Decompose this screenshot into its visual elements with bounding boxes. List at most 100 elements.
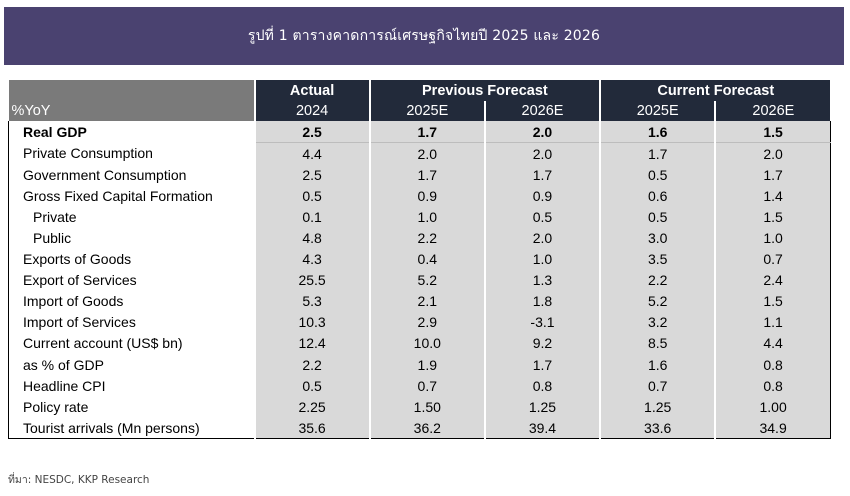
value-cell: 1.6 [599,354,716,376]
value-cell: 0.5 [599,164,716,186]
value-cell: 2.5 [253,164,370,186]
row-label: Policy rate [8,396,255,418]
row-label: Real GDP [8,121,255,143]
value-cell: 0.9 [483,185,601,207]
table-row: Policy rate 2.25 1.50 1.25 1.25 1.00 [8,396,831,418]
value-cell: 0.4 [368,248,485,270]
value-cell: 1.7 [483,354,601,376]
value-cell: 2.2 [253,354,370,376]
row-label: Private [8,206,255,228]
figure-title-banner: รูปที่ 1 ตารางคาดการณ์เศรษฐกิจไทยปี 2025… [4,7,844,65]
table-row: Private Consumption 4.4 2.0 2.0 1.7 2.0 [8,142,831,165]
value-cell: 2.0 [483,121,601,144]
figure-title: รูปที่ 1 ตารางคาดการณ์เศรษฐกิจไทยปี 2025… [247,28,601,44]
value-cell: 0.8 [483,375,601,397]
year-header: 2025E [368,101,485,121]
value-cell: 39.4 [483,417,601,440]
year-header: 2025E [599,101,716,121]
corner-cell [8,80,255,101]
year-header-row: %YoY 2024 2025E 2026E 2025E 2026E [8,101,831,121]
value-cell: 5.2 [599,290,716,312]
table-body: Real GDP 2.5 1.7 2.0 1.6 1.5 Private Consumpti… [8,121,831,440]
row-label: Government Consumption [8,164,255,186]
forecast-table: Actual Previous Forecast Current Forecas… [8,80,831,440]
value-cell: 2.25 [253,396,370,418]
value-cell: 4.4 [253,142,370,165]
value-cell: 3.5 [599,248,716,270]
value-cell: 4.3 [253,248,370,270]
table-row: Gross Fixed Capital Formation 0.5 0.9 0.9 0.… [8,185,831,207]
value-cell: 4.8 [253,227,370,249]
value-cell: 1.5 [714,290,831,312]
value-cell: 0.7 [599,375,716,397]
table-row: Public 4.8 2.2 2.0 3.0 1.0 [8,227,831,249]
year-header: 2024 [253,101,370,121]
value-cell: 9.2 [483,332,601,355]
value-cell: 1.25 [483,396,601,418]
table-row: Private 0.1 1.0 0.5 0.5 1.5 [8,206,831,228]
row-label: Gross Fixed Capital Formation [8,185,255,207]
value-cell: 2.5 [253,121,370,144]
value-cell: 2.0 [368,142,485,165]
row-label: Import of Goods [8,290,255,312]
value-cell: 2.1 [368,290,485,312]
corner-label: %YoY [8,101,255,121]
table-row: as % of GDP 2.2 1.9 1.7 1.6 0.8 [8,354,831,376]
value-cell: 1.25 [599,396,716,418]
value-cell: 10.3 [253,311,370,333]
table-row: Exports of Goods 4.3 0.4 1.0 3.5 0.7 [8,248,831,270]
value-cell: 1.00 [714,396,831,418]
value-cell: 2.9 [368,311,485,333]
value-cell: 1.7 [599,142,716,165]
value-cell: 33.6 [599,417,716,440]
table-row: Real GDP 2.5 1.7 2.0 1.6 1.5 [8,121,831,144]
value-cell: 0.5 [253,375,370,397]
value-cell: 2.2 [599,269,716,291]
group-header-current-forecast: Current Forecast [599,80,831,101]
group-header-actual: Actual [253,80,370,101]
row-label: Tourist arrivals (Mn persons) [8,417,255,440]
table-row: Import of Goods 5.3 2.1 1.8 5.2 1.5 [8,290,831,312]
value-cell: 1.6 [599,121,716,144]
value-cell: 1.7 [368,164,485,186]
value-cell: 0.8 [714,354,831,376]
value-cell: 8.5 [599,332,716,355]
value-cell: 2.0 [483,142,601,165]
table-row: Headline CPI 0.5 0.7 0.8 0.7 0.8 [8,375,831,397]
value-cell: 12.4 [253,332,370,355]
value-cell: 1.7 [483,164,601,186]
row-label: Import of Services [8,311,255,333]
value-cell: 1.0 [714,227,831,249]
value-cell: 34.9 [714,417,831,440]
value-cell: 1.4 [714,185,831,207]
source-note: ที่มา: NESDC, KKP Research [8,474,150,486]
row-label: Export of Services [8,269,255,291]
value-cell: 0.5 [599,206,716,228]
group-header-previous-forecast: Previous Forecast [368,80,601,101]
value-cell: 1.3 [483,269,601,291]
value-cell: 2.2 [368,227,485,249]
value-cell: 0.5 [253,185,370,207]
row-label: as % of GDP [8,354,255,376]
value-cell: 3.2 [599,311,716,333]
value-cell: 25.5 [253,269,370,291]
value-cell: 0.5 [483,206,601,228]
row-label: Exports of Goods [8,248,255,270]
value-cell: 0.7 [368,375,485,397]
value-cell: 1.0 [368,206,485,228]
row-label: Headline CPI [8,375,255,397]
table-row: Government Consumption 2.5 1.7 1.7 0.5 1.7 [8,164,831,186]
year-header: 2026E [714,101,831,121]
value-cell: 0.6 [599,185,716,207]
value-cell: 35.6 [253,417,370,440]
value-cell: 2.0 [714,142,831,165]
table-row: Current account (US$ bn) 12.4 10.0 9.2 8.5 4.… [8,332,831,355]
value-cell: 5.2 [368,269,485,291]
value-cell: 3.0 [599,227,716,249]
value-cell: 1.50 [368,396,485,418]
value-cell: 5.3 [253,290,370,312]
value-cell: 4.4 [714,332,831,355]
table-row: Import of Services 10.3 2.9 -3.1 3.2 1.1 [8,311,831,333]
row-label: Private Consumption [8,142,255,165]
value-cell: 1.7 [714,164,831,186]
